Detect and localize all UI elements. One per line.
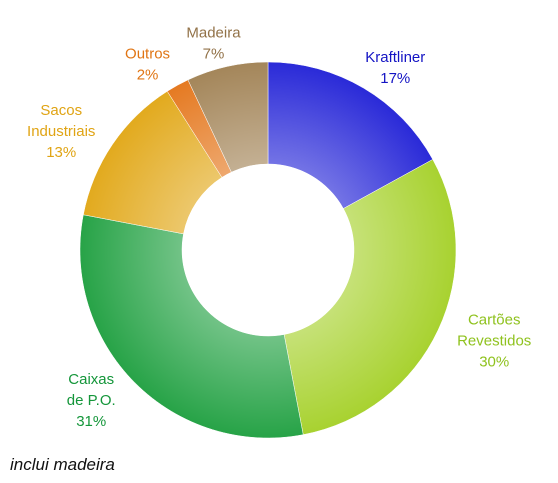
value-label: 7% bbox=[203, 46, 225, 63]
slice-label: de P.O. bbox=[67, 392, 116, 409]
value-label: 2% bbox=[137, 67, 159, 84]
slice-label: Kraftliner bbox=[365, 49, 425, 66]
footnote: inclui madeira bbox=[10, 455, 115, 474]
slice-label: Industriais bbox=[27, 123, 95, 140]
value-label: 30% bbox=[479, 353, 509, 370]
value-label: 17% bbox=[380, 70, 410, 87]
value-label: 31% bbox=[76, 413, 106, 430]
slice-label: Caixas bbox=[68, 371, 114, 388]
slice-label: Revestidos bbox=[457, 332, 531, 349]
slice-label: Sacos bbox=[40, 102, 82, 119]
slice-label: Cartões bbox=[468, 311, 521, 328]
hole bbox=[182, 164, 354, 336]
value-label: 13% bbox=[46, 144, 76, 161]
slice-label: Outros bbox=[125, 46, 170, 63]
slice-label: Madeira bbox=[186, 25, 241, 42]
